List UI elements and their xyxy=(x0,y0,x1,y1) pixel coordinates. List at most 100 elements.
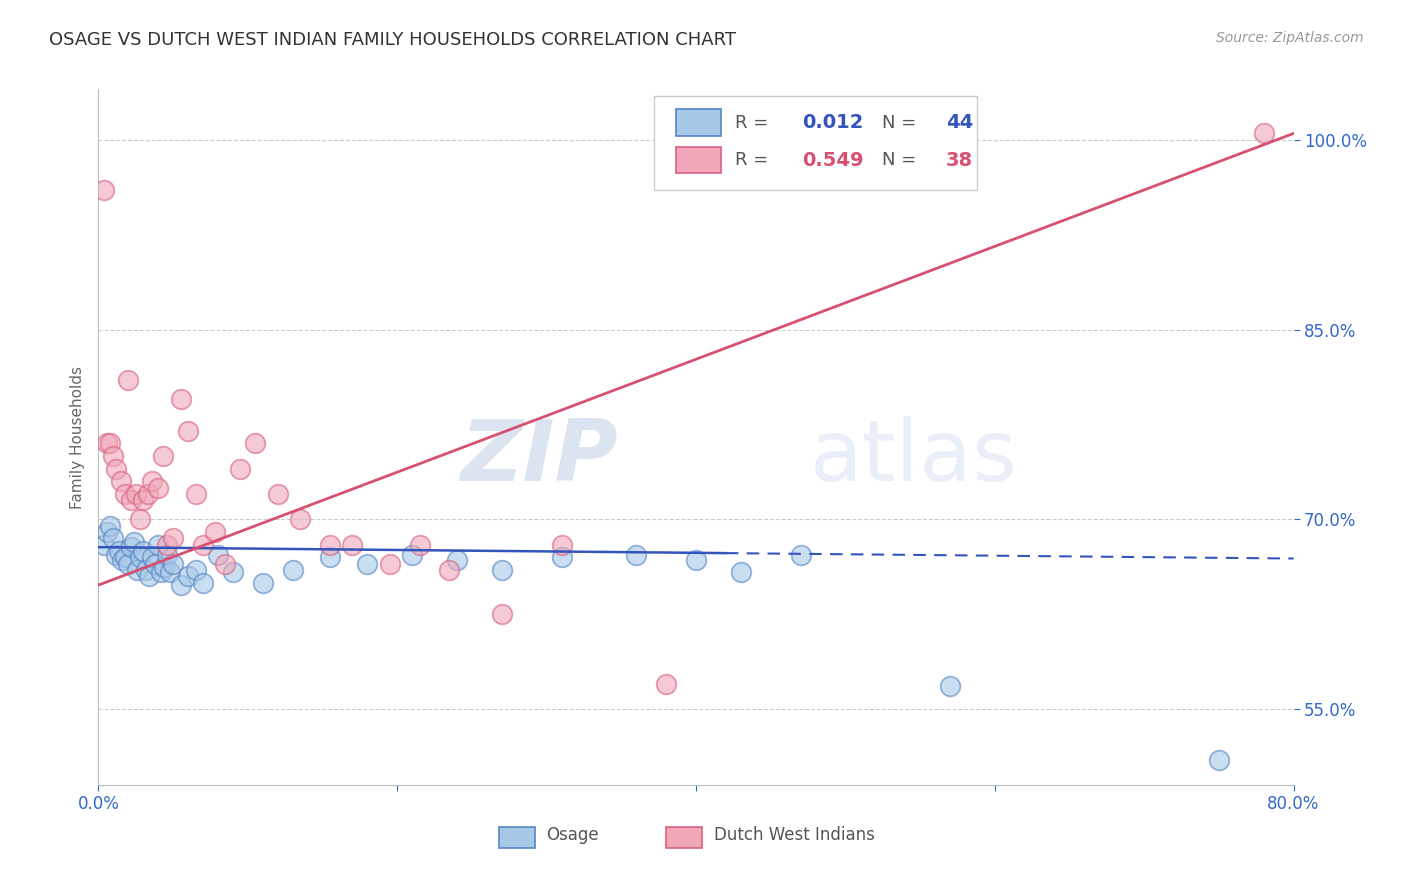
Point xyxy=(129,512,152,526)
Point xyxy=(156,538,179,552)
Point xyxy=(408,538,430,552)
Text: R =: R = xyxy=(735,113,775,132)
Point xyxy=(132,544,155,558)
Point xyxy=(138,569,160,583)
Point xyxy=(191,575,214,590)
Point xyxy=(281,563,304,577)
Point xyxy=(550,538,572,552)
Text: 38: 38 xyxy=(946,151,973,169)
Point xyxy=(184,563,207,577)
Point xyxy=(96,436,118,450)
Point xyxy=(491,563,513,577)
Point xyxy=(114,550,136,565)
Point xyxy=(93,183,115,197)
Point xyxy=(98,436,122,450)
Text: N =: N = xyxy=(883,151,922,169)
Point xyxy=(214,557,236,571)
Point xyxy=(1208,753,1230,767)
Point xyxy=(156,548,179,562)
Point xyxy=(153,560,176,574)
Point xyxy=(148,481,170,495)
Point xyxy=(245,436,267,450)
Point xyxy=(117,373,139,387)
Point xyxy=(169,578,191,592)
FancyBboxPatch shape xyxy=(676,147,721,173)
Point xyxy=(342,538,364,552)
Point xyxy=(730,566,752,580)
Point xyxy=(319,538,342,552)
Point xyxy=(267,487,290,501)
Point xyxy=(114,487,136,501)
Text: Source: ZipAtlas.com: Source: ZipAtlas.com xyxy=(1216,31,1364,45)
Point xyxy=(162,531,184,545)
Point xyxy=(288,512,311,526)
Text: OSAGE VS DUTCH WEST INDIAN FAMILY HOUSEHOLDS CORRELATION CHART: OSAGE VS DUTCH WEST INDIAN FAMILY HOUSEH… xyxy=(49,31,737,49)
FancyBboxPatch shape xyxy=(499,827,534,847)
Point xyxy=(655,677,678,691)
Text: Dutch West Indians: Dutch West Indians xyxy=(714,826,875,844)
Point xyxy=(252,575,274,590)
Point xyxy=(105,461,128,475)
Point xyxy=(177,424,200,438)
Text: Osage: Osage xyxy=(547,826,599,844)
Point xyxy=(159,566,181,580)
Point xyxy=(148,538,170,552)
Point xyxy=(169,392,191,406)
FancyBboxPatch shape xyxy=(666,827,702,847)
Point xyxy=(401,548,423,562)
Point xyxy=(222,566,245,580)
Point xyxy=(177,569,200,583)
Text: 0.012: 0.012 xyxy=(803,113,863,132)
Point xyxy=(108,544,131,558)
Point xyxy=(93,538,115,552)
Text: N =: N = xyxy=(883,113,922,132)
Point xyxy=(150,566,173,580)
FancyBboxPatch shape xyxy=(676,110,721,136)
Point xyxy=(132,493,155,508)
Text: ZIP: ZIP xyxy=(461,417,619,500)
Point xyxy=(98,518,122,533)
Point xyxy=(319,550,342,565)
Point xyxy=(626,548,648,562)
Point xyxy=(136,487,159,501)
Text: atlas: atlas xyxy=(810,417,1018,500)
Point xyxy=(939,679,962,693)
Point xyxy=(378,557,401,571)
Point xyxy=(135,563,157,577)
Point xyxy=(207,548,229,562)
Point xyxy=(129,550,152,565)
Point xyxy=(491,607,513,622)
Point xyxy=(124,535,146,549)
Point xyxy=(204,524,226,539)
Point xyxy=(229,461,252,475)
Point xyxy=(804,790,827,805)
Point xyxy=(141,475,163,489)
Point xyxy=(125,487,148,501)
Point xyxy=(103,531,125,545)
Point xyxy=(143,557,166,571)
Point xyxy=(356,557,378,571)
Point xyxy=(685,553,707,567)
Point xyxy=(191,538,214,552)
Point xyxy=(105,548,128,562)
Point xyxy=(127,563,149,577)
Point xyxy=(110,475,132,489)
Text: R =: R = xyxy=(735,151,775,169)
Point xyxy=(184,487,207,501)
Text: 44: 44 xyxy=(946,113,973,132)
Point xyxy=(789,548,811,562)
Point xyxy=(96,524,118,539)
FancyBboxPatch shape xyxy=(654,96,977,190)
Point xyxy=(117,557,139,571)
Point xyxy=(111,553,134,567)
Point xyxy=(1253,127,1275,141)
Point xyxy=(103,449,125,463)
Point xyxy=(152,449,174,463)
Point xyxy=(141,550,163,565)
Point xyxy=(120,540,142,554)
Point xyxy=(550,550,572,565)
Point xyxy=(439,563,461,577)
Y-axis label: Family Households: Family Households xyxy=(69,366,84,508)
Point xyxy=(120,493,142,508)
Point xyxy=(162,557,184,571)
